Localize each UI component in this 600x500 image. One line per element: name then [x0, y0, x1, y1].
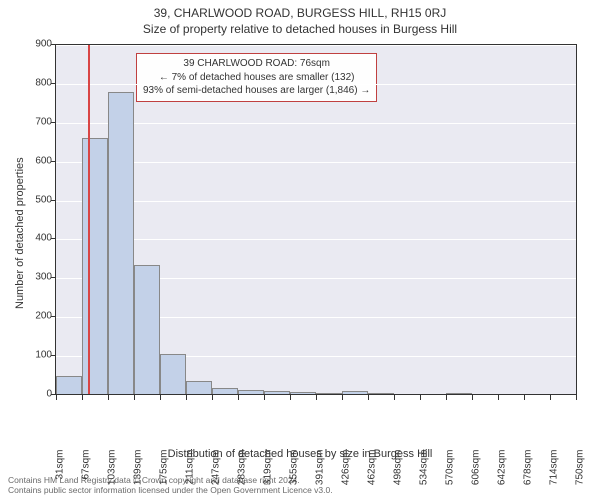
- x-tick-label: 139sqm: [133, 450, 144, 500]
- x-tick-mark: [576, 395, 577, 400]
- y-tick-label: 500: [12, 194, 52, 205]
- x-tick-label: 355sqm: [289, 450, 300, 500]
- x-tick-label: 570sqm: [445, 450, 456, 500]
- y-tick-mark: [51, 316, 56, 317]
- annotation-line3: 93% of semi-detached houses are larger (…: [143, 84, 370, 98]
- y-tick-label: 700: [12, 116, 52, 127]
- y-tick-mark: [51, 277, 56, 278]
- x-tick-label: 247sqm: [211, 450, 222, 500]
- y-tick-label: 900: [12, 39, 52, 50]
- x-tick-label: 211sqm: [185, 450, 196, 500]
- x-tick-label: 462sqm: [367, 450, 378, 500]
- histogram-bar: [82, 138, 108, 395]
- histogram-bar: [134, 265, 160, 395]
- grid-line: [56, 239, 576, 240]
- x-tick-mark: [498, 395, 499, 400]
- x-tick-label: 283sqm: [237, 450, 248, 500]
- y-tick-label: 100: [12, 350, 52, 361]
- x-tick-mark: [342, 395, 343, 400]
- x-tick-label: 319sqm: [263, 450, 274, 500]
- grid-line: [56, 201, 576, 202]
- x-tick-mark: [446, 395, 447, 400]
- x-tick-label: 498sqm: [393, 450, 404, 500]
- y-tick-mark: [51, 83, 56, 84]
- x-tick-mark: [186, 395, 187, 400]
- y-tick-label: 200: [12, 311, 52, 322]
- y-tick-label: 800: [12, 77, 52, 88]
- y-tick-mark: [51, 122, 56, 123]
- x-tick-label: 103sqm: [107, 450, 118, 500]
- x-tick-mark: [238, 395, 239, 400]
- x-tick-label: 67sqm: [81, 450, 92, 500]
- x-tick-label: 534sqm: [419, 450, 430, 500]
- x-tick-mark: [290, 395, 291, 400]
- x-tick-label: 426sqm: [341, 450, 352, 500]
- chart-title-line1: 39, CHARLWOOD ROAD, BURGESS HILL, RH15 0…: [0, 6, 600, 20]
- y-tick-mark: [51, 44, 56, 45]
- x-tick-mark: [212, 395, 213, 400]
- annotation-line1: 39 CHARLWOOD ROAD: 76sqm: [143, 57, 370, 71]
- histogram-bar: [108, 92, 134, 395]
- marker-line: [88, 45, 90, 395]
- plot-left-border: [55, 44, 56, 395]
- grid-line: [56, 84, 576, 85]
- grid-line: [56, 45, 576, 46]
- plot-area: 39 CHARLWOOD ROAD: 76sqm ← 7% of detache…: [56, 44, 577, 395]
- x-tick-mark: [550, 395, 551, 400]
- y-tick-mark: [51, 238, 56, 239]
- x-tick-mark: [264, 395, 265, 400]
- x-tick-label: 714sqm: [549, 450, 560, 500]
- x-tick-mark: [524, 395, 525, 400]
- y-tick-mark: [51, 161, 56, 162]
- x-tick-label: 31sqm: [55, 450, 66, 500]
- x-tick-label: 175sqm: [159, 450, 170, 500]
- grid-line: [56, 123, 576, 124]
- grid-line: [56, 162, 576, 163]
- y-tick-label: 300: [12, 272, 52, 283]
- histogram-bar: [56, 376, 82, 395]
- x-tick-label: 606sqm: [471, 450, 482, 500]
- y-tick-mark: [51, 355, 56, 356]
- annotation-line2: ← 7% of detached houses are smaller (132…: [143, 71, 370, 85]
- chart-title-line2: Size of property relative to detached ho…: [0, 22, 600, 36]
- x-tick-mark: [368, 395, 369, 400]
- x-tick-mark: [160, 395, 161, 400]
- y-tick-label: 400: [12, 233, 52, 244]
- annotation-box: 39 CHARLWOOD ROAD: 76sqm ← 7% of detache…: [136, 53, 377, 102]
- y-tick-label: 600: [12, 155, 52, 166]
- y-tick-label: 0: [12, 389, 52, 400]
- histogram-chart: 39, CHARLWOOD ROAD, BURGESS HILL, RH15 0…: [0, 0, 600, 500]
- x-tick-label: 678sqm: [523, 450, 534, 500]
- x-tick-mark: [82, 395, 83, 400]
- y-tick-mark: [51, 200, 56, 201]
- x-tick-mark: [316, 395, 317, 400]
- x-tick-label: 750sqm: [575, 450, 586, 500]
- x-tick-mark: [472, 395, 473, 400]
- x-tick-mark: [56, 395, 57, 400]
- x-tick-label: 642sqm: [497, 450, 508, 500]
- x-tick-label: 391sqm: [315, 450, 326, 500]
- histogram-bar: [186, 381, 212, 395]
- x-tick-mark: [134, 395, 135, 400]
- x-tick-mark: [420, 395, 421, 400]
- x-tick-mark: [394, 395, 395, 400]
- x-tick-mark: [108, 395, 109, 400]
- histogram-bar: [160, 354, 186, 395]
